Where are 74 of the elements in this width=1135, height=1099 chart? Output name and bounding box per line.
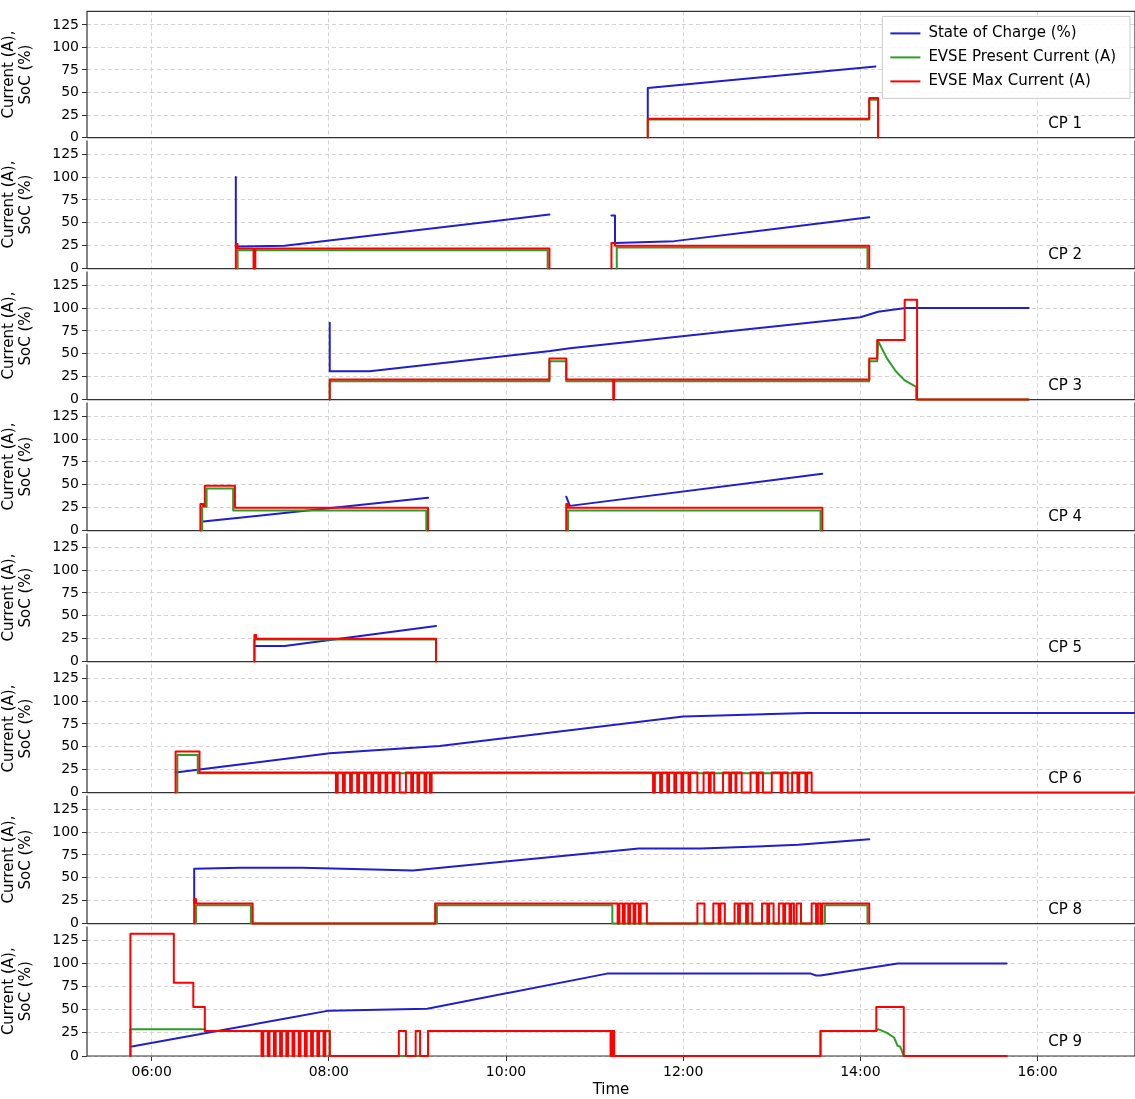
y-tick-label: 100 bbox=[52, 429, 79, 446]
y-tick-label: 75 bbox=[61, 190, 79, 207]
y-tick-label: 0 bbox=[70, 652, 79, 669]
x-tick-label: 12:00 bbox=[663, 1063, 704, 1080]
y-tick-label: 75 bbox=[61, 321, 79, 338]
y-tick-label: 75 bbox=[61, 60, 79, 77]
x-axis-title: Time bbox=[591, 1079, 630, 1098]
y-tick-label: 75 bbox=[61, 452, 79, 469]
y-axis-title: Current (A), SoC (%) bbox=[0, 947, 34, 1036]
annotation: CP 5 bbox=[1048, 637, 1082, 656]
annotation: CP 4 bbox=[1048, 506, 1082, 525]
y-tick-label: 0 bbox=[70, 259, 79, 276]
y-tick-label: 125 bbox=[52, 406, 79, 423]
y-tick-label: 100 bbox=[52, 167, 79, 184]
annotation: CP 3 bbox=[1048, 375, 1082, 394]
y-tick-label: 25 bbox=[61, 891, 79, 908]
y-tick-label: 50 bbox=[61, 606, 79, 623]
x-tick-label: 16:00 bbox=[1017, 1063, 1058, 1080]
legend-label: EVSE Present Current (A) bbox=[928, 47, 1116, 66]
y-tick-label: 75 bbox=[61, 583, 79, 600]
y-tick-label: 0 bbox=[70, 783, 79, 800]
y-tick-label: 100 bbox=[52, 38, 79, 55]
y-tick-label: 125 bbox=[52, 930, 79, 947]
annotation: CP 9 bbox=[1048, 1032, 1082, 1051]
y-tick-label: 125 bbox=[52, 275, 79, 292]
y-tick-label: 100 bbox=[52, 298, 79, 315]
x-tick-label: 06:00 bbox=[131, 1063, 172, 1080]
y-tick-label: 125 bbox=[52, 537, 79, 554]
y-tick-label: 125 bbox=[52, 799, 79, 816]
y-axis-title: Current (A), SoC (%) bbox=[0, 815, 34, 904]
y-tick-label: 125 bbox=[52, 668, 79, 685]
y-tick-label: 50 bbox=[61, 213, 79, 230]
y-tick-label: 100 bbox=[52, 822, 79, 839]
y-tick-label: 100 bbox=[52, 691, 79, 708]
y-axis-title: Current (A), SoC (%) bbox=[0, 422, 34, 511]
y-tick-label: 0 bbox=[70, 914, 79, 931]
y-tick-label: 75 bbox=[61, 977, 79, 994]
y-tick-label: 75 bbox=[61, 845, 79, 862]
y-tick-label: 25 bbox=[61, 236, 79, 253]
y-tick-label: 0 bbox=[70, 390, 79, 407]
y-tick-label: 25 bbox=[61, 629, 79, 646]
y-tick-label: 50 bbox=[61, 475, 79, 492]
y-tick-label: 25 bbox=[61, 760, 79, 777]
y-tick-label: 50 bbox=[61, 737, 79, 754]
y-tick-label: 25 bbox=[61, 1023, 79, 1040]
y-tick-label: 0 bbox=[70, 1046, 79, 1063]
y-tick-label: 50 bbox=[61, 868, 79, 885]
y-axis-title: Current (A), SoC (%) bbox=[0, 553, 34, 642]
y-axis-title: Current (A), SoC (%) bbox=[0, 160, 34, 249]
legend-label: State of Charge (%) bbox=[928, 23, 1077, 42]
y-tick-label: 25 bbox=[61, 105, 79, 122]
y-tick-label: 125 bbox=[52, 15, 79, 32]
y-tick-label: 50 bbox=[61, 83, 79, 100]
annotation: CP 6 bbox=[1048, 768, 1082, 787]
x-tick-label: 10:00 bbox=[485, 1063, 527, 1080]
y-tick-label: 0 bbox=[70, 128, 79, 145]
y-tick-label: 25 bbox=[61, 367, 79, 384]
legend-label: EVSE Max Current (A) bbox=[928, 71, 1091, 90]
y-tick-label: 0 bbox=[70, 521, 79, 538]
y-tick-label: 25 bbox=[61, 498, 79, 515]
y-axis-title: Current (A), SoC (%) bbox=[0, 684, 34, 773]
y-tick-label: 125 bbox=[52, 144, 79, 161]
y-tick-label: 50 bbox=[61, 344, 79, 361]
y-axis-title: Current (A), SoC (%) bbox=[0, 30, 34, 119]
x-tick-label: 08:00 bbox=[308, 1063, 350, 1080]
x-tick-label: 14:00 bbox=[840, 1063, 881, 1080]
y-tick-label: 100 bbox=[52, 954, 79, 971]
y-axis-title: Current (A), SoC (%) bbox=[0, 291, 34, 380]
annotation: CP 2 bbox=[1048, 244, 1082, 263]
y-tick-label: 50 bbox=[61, 1000, 79, 1017]
y-tick-label: 75 bbox=[61, 714, 79, 731]
annotation: CP 8 bbox=[1048, 899, 1082, 918]
annotation: CP 1 bbox=[1048, 113, 1082, 132]
y-tick-label: 100 bbox=[52, 560, 79, 577]
